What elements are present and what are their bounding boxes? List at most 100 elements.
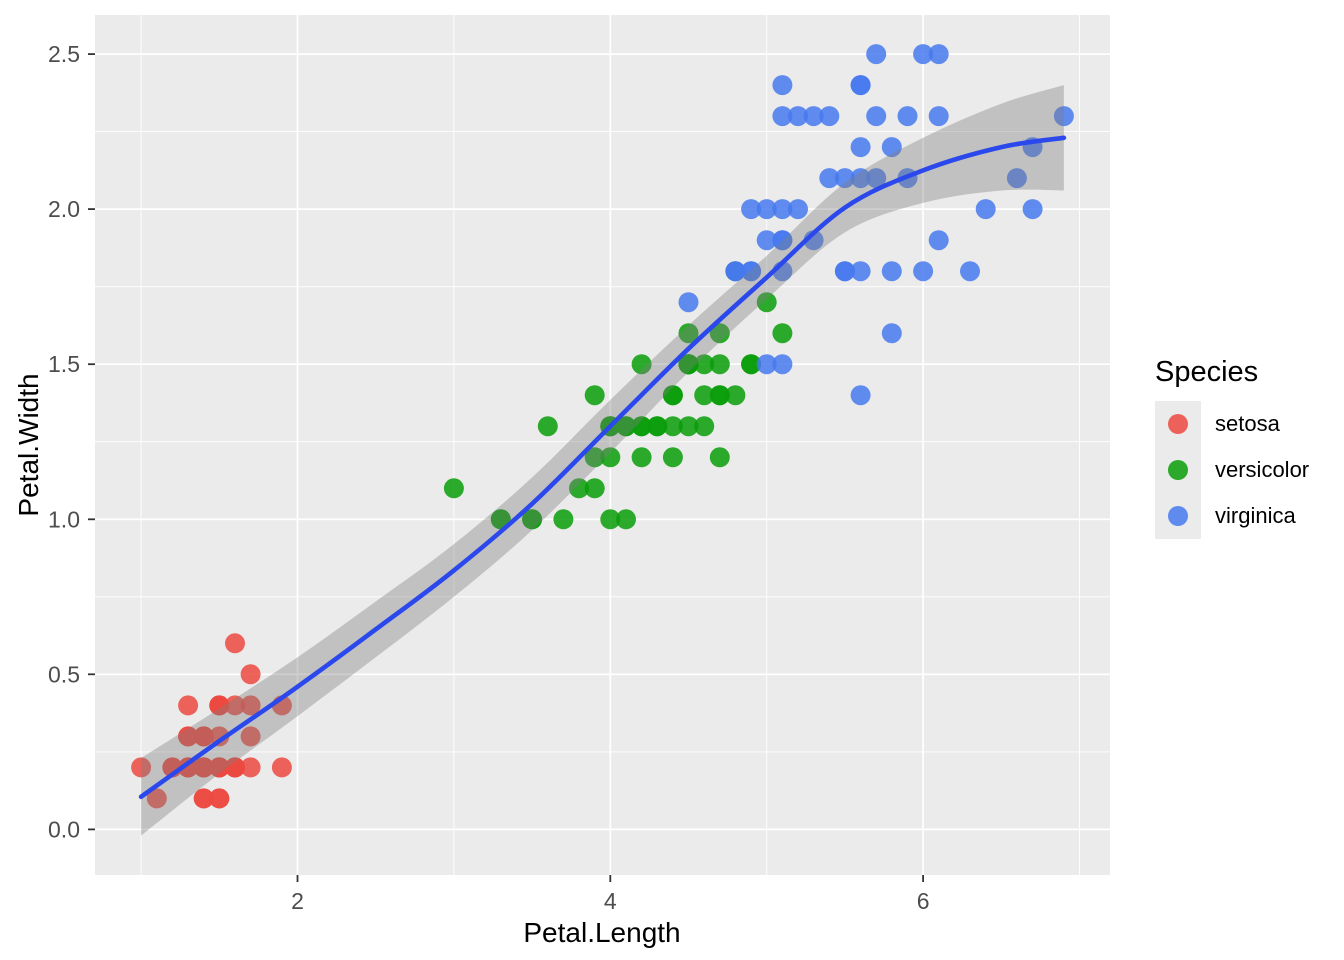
data-point-virginica bbox=[788, 199, 808, 220]
data-point-virginica bbox=[850, 385, 871, 406]
data-point-virginica bbox=[960, 261, 980, 282]
x-tick-label: 2 bbox=[291, 888, 304, 914]
data-point-virginica bbox=[928, 44, 949, 65]
data-point-versicolor bbox=[443, 478, 464, 499]
data-point-virginica bbox=[928, 230, 949, 251]
data-point-virginica bbox=[678, 292, 699, 313]
legend-key bbox=[1155, 493, 1201, 539]
legend-label: virginica bbox=[1215, 503, 1296, 528]
data-point-setosa bbox=[225, 695, 245, 716]
data-point-versicolor bbox=[772, 323, 793, 344]
data-point-versicolor bbox=[522, 509, 543, 530]
data-point-versicolor bbox=[662, 447, 683, 468]
data-point-versicolor bbox=[631, 354, 652, 375]
data-point-setosa bbox=[240, 726, 261, 747]
data-point-versicolor bbox=[600, 509, 621, 530]
data-point-versicolor bbox=[584, 447, 605, 468]
data-point-virginica bbox=[741, 261, 762, 282]
data-point-virginica bbox=[897, 106, 918, 127]
versicolor-swatch-icon bbox=[1168, 460, 1188, 480]
data-point-virginica bbox=[928, 106, 949, 127]
data-point-setosa bbox=[209, 788, 230, 809]
data-point-virginica bbox=[756, 354, 777, 375]
data-point-virginica bbox=[772, 230, 793, 251]
data-point-versicolor bbox=[631, 416, 652, 437]
x-tick-label: 4 bbox=[604, 888, 617, 914]
virginica-swatch-icon bbox=[1168, 506, 1188, 526]
legend: Species setosa versicolor virginica bbox=[1155, 356, 1340, 539]
data-point-setosa bbox=[146, 788, 167, 809]
data-point-setosa bbox=[240, 695, 261, 716]
legend-label: setosa bbox=[1215, 411, 1280, 436]
y-axis-title: Petal.Width bbox=[13, 373, 44, 517]
data-point-versicolor bbox=[584, 478, 605, 499]
data-point-virginica bbox=[975, 199, 996, 220]
data-point-virginica bbox=[756, 199, 777, 220]
data-point-versicolor bbox=[725, 385, 746, 406]
y-tick-label: 2.0 bbox=[48, 196, 80, 222]
data-point-versicolor bbox=[647, 416, 668, 437]
data-point-setosa bbox=[209, 726, 230, 747]
data-point-setosa bbox=[209, 757, 230, 778]
data-point-versicolor bbox=[662, 416, 683, 437]
data-point-virginica bbox=[1053, 106, 1074, 127]
data-point-virginica bbox=[913, 44, 934, 65]
y-tick-label: 0.5 bbox=[48, 661, 80, 687]
data-point-setosa bbox=[178, 726, 199, 747]
data-point-virginica bbox=[772, 199, 793, 220]
data-point-virginica bbox=[819, 168, 840, 189]
data-point-versicolor bbox=[616, 416, 636, 437]
data-point-virginica bbox=[850, 137, 871, 158]
data-point-versicolor bbox=[631, 447, 652, 468]
data-point-versicolor bbox=[584, 385, 605, 406]
data-point-virginica bbox=[772, 106, 793, 127]
data-point-versicolor bbox=[662, 385, 683, 406]
setosa-swatch-icon bbox=[1168, 414, 1188, 434]
data-point-versicolor bbox=[616, 509, 636, 530]
data-point-virginica bbox=[913, 261, 934, 282]
smooth-confidence-ribbon bbox=[141, 85, 1064, 836]
data-point-versicolor bbox=[553, 509, 574, 530]
data-point-virginica bbox=[866, 44, 887, 65]
data-point-setosa bbox=[240, 757, 261, 778]
data-point-virginica bbox=[866, 106, 887, 127]
x-tick-label: 6 bbox=[917, 888, 930, 914]
data-point-virginica bbox=[850, 261, 871, 282]
smooth-line bbox=[138, 135, 1067, 800]
data-point-virginica bbox=[881, 323, 902, 344]
data-point-versicolor bbox=[709, 354, 730, 375]
plot-panel bbox=[95, 15, 1110, 875]
data-point-setosa bbox=[225, 633, 245, 654]
legend-item-virginica: virginica bbox=[1155, 493, 1340, 539]
data-point-virginica bbox=[788, 106, 808, 127]
data-point-versicolor bbox=[709, 447, 730, 468]
data-point-virginica bbox=[866, 168, 887, 189]
x-axis-title: Petal.Length bbox=[523, 917, 681, 948]
data-point-versicolor bbox=[709, 323, 730, 344]
data-point-virginica bbox=[772, 75, 793, 96]
data-point-virginica bbox=[741, 199, 762, 220]
y-tick-label: 1.5 bbox=[48, 351, 80, 377]
data-point-versicolor bbox=[678, 416, 699, 437]
legend-label: versicolor bbox=[1215, 457, 1310, 482]
data-point-setosa bbox=[225, 757, 245, 778]
data-point-virginica bbox=[881, 261, 902, 282]
data-point-virginica bbox=[834, 168, 855, 189]
data-point-virginica bbox=[819, 106, 840, 127]
data-point-virginica bbox=[1022, 199, 1043, 220]
data-point-virginica bbox=[881, 137, 902, 158]
data-point-setosa bbox=[240, 664, 261, 685]
data-point-virginica bbox=[725, 261, 746, 282]
y-tick-label: 2.5 bbox=[48, 41, 80, 67]
data-point-virginica bbox=[772, 354, 793, 375]
legend-key bbox=[1155, 447, 1201, 493]
data-point-setosa bbox=[131, 757, 152, 778]
data-point-setosa bbox=[178, 695, 199, 716]
data-point-setosa bbox=[193, 757, 214, 778]
data-point-versicolor bbox=[678, 323, 699, 344]
data-point-virginica bbox=[803, 106, 824, 127]
data-point-setosa bbox=[193, 788, 214, 809]
data-point-versicolor bbox=[741, 354, 762, 375]
